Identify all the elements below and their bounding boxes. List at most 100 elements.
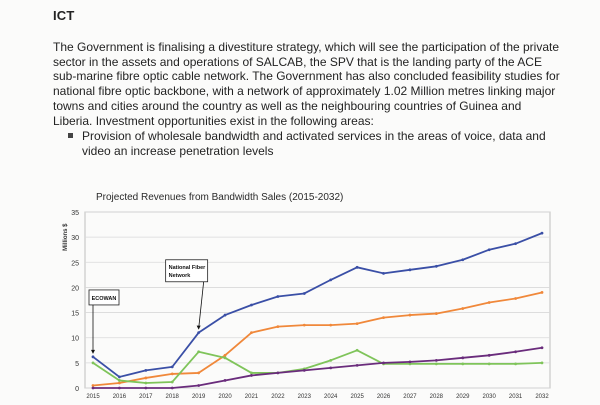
series-3-point <box>355 348 359 352</box>
series-1-point <box>118 375 121 379</box>
series-3-point <box>408 362 412 366</box>
series-4-point <box>540 346 544 350</box>
series-3-point <box>540 361 544 365</box>
paragraph-text: The Government is finalising a divestitu… <box>53 40 560 128</box>
series-line-4 <box>93 346 543 389</box>
x-tick-label: 2023 <box>298 394 312 400</box>
series-4-point <box>197 384 201 387</box>
series-4-point <box>91 386 95 390</box>
series-2-point <box>197 371 201 375</box>
series-1-point <box>276 295 280 298</box>
series-2-point <box>170 372 174 376</box>
series-1-point <box>434 264 438 268</box>
series-3-point <box>461 362 465 366</box>
series-4-point <box>329 366 333 370</box>
x-tick-label: 2016 <box>113 394 127 400</box>
y-tick-label: 15 <box>71 311 79 318</box>
plot-frame <box>84 211 551 389</box>
y-tick-label: 35 <box>71 210 79 217</box>
y-tick-label: 25 <box>71 260 79 267</box>
x-tick-label: 2018 <box>166 394 180 400</box>
series-4-point <box>461 356 465 360</box>
series-3-point <box>170 380 174 384</box>
y-tick-label: 30 <box>71 235 79 242</box>
series-3-point <box>197 350 201 354</box>
series-1-point <box>540 231 544 235</box>
series-2-point <box>144 376 148 380</box>
series-3-point <box>434 362 438 366</box>
series-1-point <box>355 265 359 269</box>
series-2-point <box>540 291 544 294</box>
series-4-point <box>118 386 121 390</box>
series-2-point <box>487 301 491 304</box>
series-1-point <box>461 258 465 262</box>
series-4-point <box>170 386 174 390</box>
series-1-point <box>250 303 253 307</box>
y-tick-label: 10 <box>71 336 79 343</box>
series-2-point <box>118 381 121 385</box>
series-2-point <box>434 312 438 315</box>
body-paragraph: The Government is finalising a divestitu… <box>53 40 563 128</box>
x-tick-label: 2032 <box>535 394 549 400</box>
series-2-point <box>461 307 465 310</box>
series-4-point <box>434 358 438 362</box>
series-1-point <box>408 268 412 272</box>
series-4-point <box>487 353 491 357</box>
x-tick-label: 2019 <box>192 394 206 400</box>
series-4-point <box>144 386 148 390</box>
list-item: Provision of wholesale bandwidth and act… <box>68 129 563 158</box>
x-tick-label: 2029 <box>456 394 470 400</box>
series-3-point <box>487 362 491 366</box>
series-2-point <box>382 316 385 319</box>
series-2-point <box>91 384 95 387</box>
series-3-point <box>118 379 121 382</box>
series-1-point <box>382 271 385 275</box>
series-line-2 <box>92 291 543 387</box>
series-1-point <box>170 365 174 369</box>
series-1-point <box>223 313 227 317</box>
annotation-box <box>88 289 120 306</box>
series-3-point <box>329 358 333 362</box>
series-3-point <box>144 381 148 385</box>
y-tick-label: 20 <box>71 285 79 292</box>
series-3-point <box>91 361 95 365</box>
series-4-point <box>514 350 517 354</box>
chart-title: Projected Revenues from Bandwidth Sales … <box>96 192 344 203</box>
annotation-arrowhead <box>196 325 201 330</box>
series-line-3 <box>92 349 543 384</box>
series-1-point <box>329 278 333 282</box>
series-4-point <box>408 360 412 364</box>
series-4-point <box>355 363 359 367</box>
x-tick-label: 2024 <box>324 394 338 400</box>
series-2-point <box>408 313 412 317</box>
x-tick-label: 2017 <box>139 394 153 400</box>
section-heading: ICT <box>53 8 75 23</box>
x-tick-label: 2031 <box>509 394 523 400</box>
series-1-point <box>197 331 201 335</box>
x-tick-label: 2030 <box>482 394 496 400</box>
x-tick-label: 2028 <box>430 394 444 400</box>
series-2-point <box>329 323 333 327</box>
revenue-chart: Projected Revenues from Bandwidth Sales … <box>58 190 558 400</box>
series-1-point <box>302 292 306 295</box>
series-4-point <box>276 371 280 375</box>
series-4-point <box>382 361 385 365</box>
series-1-point <box>514 242 517 246</box>
series-4-point <box>223 379 227 382</box>
series-2-point <box>223 353 227 357</box>
annotation-label-line2: Network <box>169 273 192 279</box>
bullet-text: Provision of wholesale bandwidth and act… <box>82 129 546 158</box>
x-tick-label: 2027 <box>403 394 417 400</box>
series-2-point <box>302 323 306 327</box>
series-2-point <box>514 297 517 300</box>
annotation-arrowhead <box>91 349 95 354</box>
series-1-point <box>91 355 95 359</box>
annotation-label-line1: National Fiber <box>169 265 207 271</box>
bullet-icon <box>68 133 73 138</box>
x-tick-label: 2020 <box>218 394 232 400</box>
x-tick-label: 2021 <box>245 394 259 400</box>
series-4-point <box>250 374 253 377</box>
series-line-1 <box>92 232 543 378</box>
series-4-point <box>302 369 306 372</box>
